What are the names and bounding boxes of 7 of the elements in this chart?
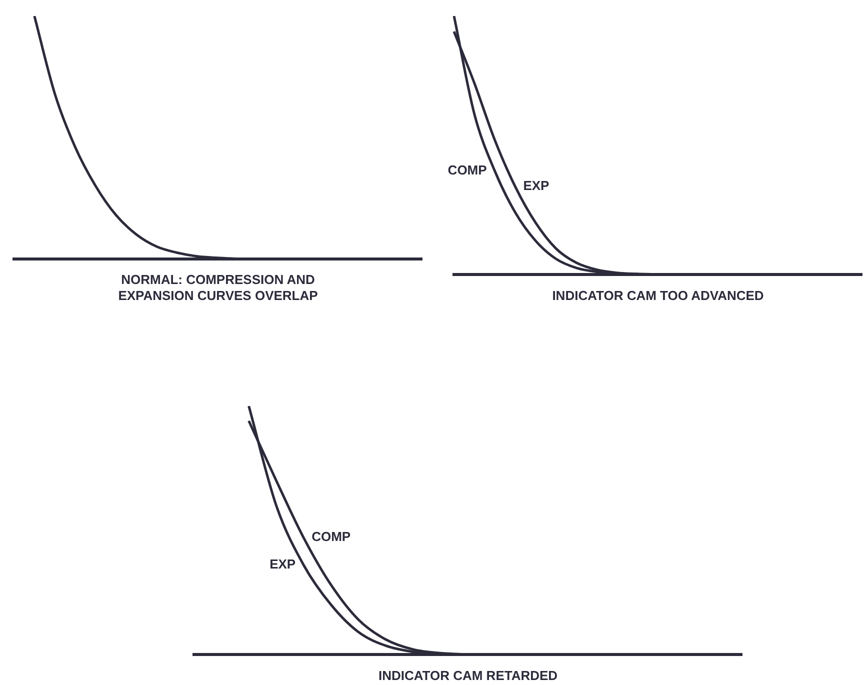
x-axis-title: NORMAL: COMPRESSION AND EXPANSION CURVES OVERLAP — [118, 272, 318, 303]
series-label: COMP — [448, 162, 488, 178]
series-label: EXP — [270, 556, 296, 572]
series-label: COMP — [312, 529, 351, 544]
x-axis-title: INDICATOR CAM RETARDED — [378, 668, 558, 683]
x-axis-title: INDICATOR CAM TOO ADVANCED — [552, 288, 764, 303]
series-label: EXP — [523, 178, 550, 194]
